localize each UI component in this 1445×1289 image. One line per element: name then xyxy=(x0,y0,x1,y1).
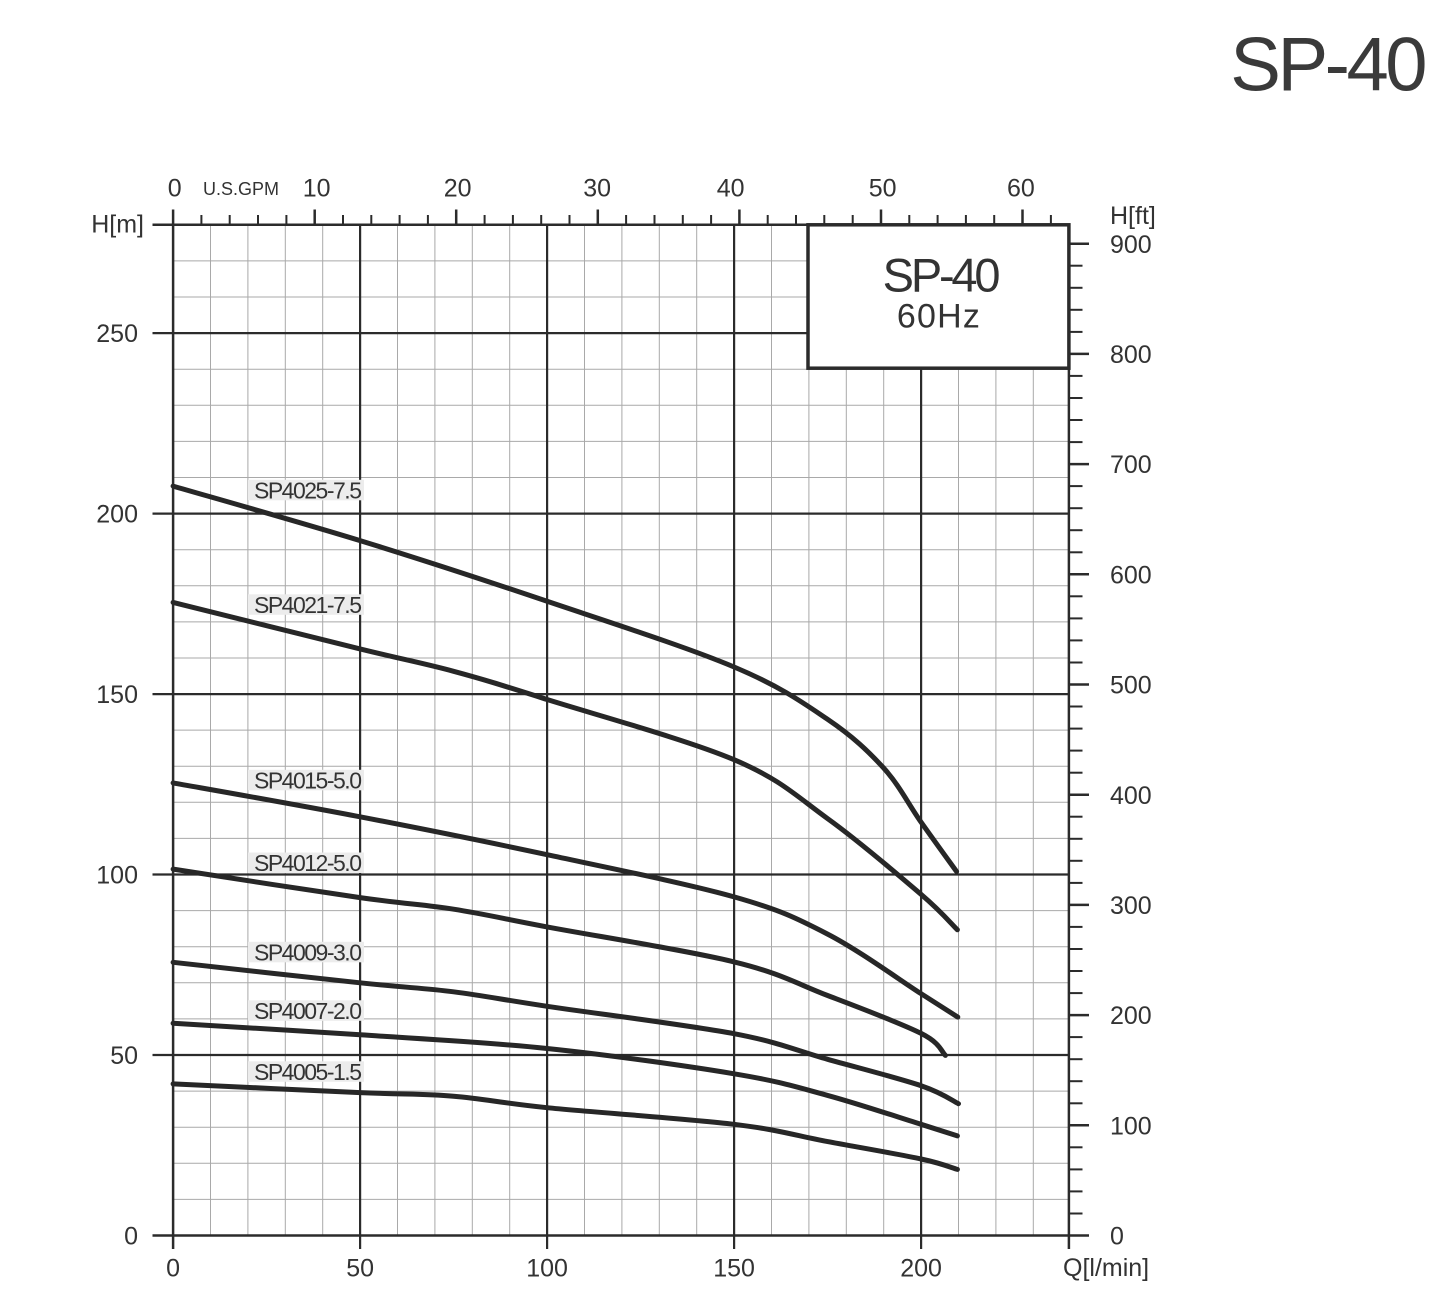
svg-text:U.S.GPM: U.S.GPM xyxy=(203,179,279,199)
svg-text:SP4005-1.5: SP4005-1.5 xyxy=(254,1059,361,1085)
svg-text:60Hz: 60Hz xyxy=(897,298,981,336)
svg-text:100: 100 xyxy=(526,1255,568,1283)
svg-text:SP4009-3.0: SP4009-3.0 xyxy=(254,939,361,965)
svg-text:100: 100 xyxy=(1110,1112,1152,1140)
svg-text:800: 800 xyxy=(1110,341,1152,369)
svg-text:500: 500 xyxy=(1110,672,1152,700)
svg-text:SP-40: SP-40 xyxy=(1230,23,1425,108)
svg-text:SP4021-7.5: SP4021-7.5 xyxy=(254,592,361,618)
svg-text:200: 200 xyxy=(1110,1002,1152,1030)
svg-text:40: 40 xyxy=(717,175,745,203)
svg-text:200: 200 xyxy=(900,1255,942,1283)
svg-text:50: 50 xyxy=(869,175,897,203)
svg-text:100: 100 xyxy=(96,862,138,890)
svg-text:300: 300 xyxy=(1110,892,1152,920)
svg-text:200: 200 xyxy=(96,501,138,529)
svg-text:SP4025-7.5: SP4025-7.5 xyxy=(254,477,361,503)
svg-text:0: 0 xyxy=(168,175,182,203)
svg-text:0: 0 xyxy=(166,1255,180,1283)
svg-text:150: 150 xyxy=(713,1255,755,1283)
svg-text:50: 50 xyxy=(346,1255,374,1283)
svg-text:SP-40: SP-40 xyxy=(883,249,1000,302)
svg-text:400: 400 xyxy=(1110,782,1152,810)
svg-text:900: 900 xyxy=(1110,231,1152,259)
svg-text:250: 250 xyxy=(96,320,138,348)
svg-text:SP4015-5.0: SP4015-5.0 xyxy=(254,767,361,793)
svg-text:150: 150 xyxy=(96,681,138,709)
svg-text:SP4012-5.0: SP4012-5.0 xyxy=(254,850,361,876)
svg-text:SP4007-2.0: SP4007-2.0 xyxy=(254,998,361,1024)
svg-text:700: 700 xyxy=(1110,451,1152,479)
svg-text:10: 10 xyxy=(303,175,331,203)
svg-text:50: 50 xyxy=(110,1042,138,1070)
svg-text:30: 30 xyxy=(583,175,611,203)
svg-text:600: 600 xyxy=(1110,561,1152,589)
svg-text:Q[l/min]: Q[l/min] xyxy=(1063,1254,1149,1282)
svg-text:0: 0 xyxy=(124,1223,138,1251)
svg-text:60: 60 xyxy=(1007,175,1035,203)
svg-text:0: 0 xyxy=(1110,1223,1124,1251)
svg-text:H[ft]: H[ft] xyxy=(1110,202,1156,230)
svg-text:H[m]: H[m] xyxy=(91,211,144,239)
svg-text:20: 20 xyxy=(444,175,472,203)
